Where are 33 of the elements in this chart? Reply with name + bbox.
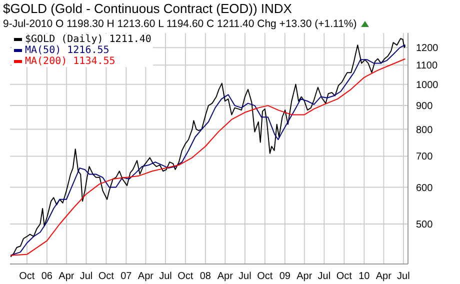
x-tick-label: Oct — [19, 271, 35, 282]
y-tick-label: 500 — [416, 220, 434, 231]
y-tick-label: 700 — [416, 152, 434, 163]
x-tick-label: 08 — [200, 271, 212, 282]
x-tick-label: Apr — [296, 271, 313, 282]
legend-label: MA(200) 1134.55 — [25, 56, 116, 67]
x-tick-label: Apr — [58, 271, 75, 282]
x-tick-label: Oct — [178, 271, 194, 282]
y-tick-label: 600 — [416, 182, 434, 194]
x-tick-label: Apr — [217, 271, 234, 282]
x-tick-label: Apr — [138, 271, 154, 282]
chart-title: $GOLD (Gold - Continuous Contract (EOD)) INDX — [3, 1, 292, 16]
x-tick-label: Jul — [80, 271, 93, 282]
y-tick-label: 1000 — [416, 80, 439, 91]
x-tick-label: Oct — [336, 271, 352, 282]
x-tick-label: 10 — [358, 271, 370, 282]
x-tick-label: Oct — [257, 271, 273, 282]
y-tick-label: 800 — [416, 124, 434, 136]
x-tick-label: Jul — [397, 271, 410, 282]
y-tick-label: 1100 — [416, 60, 438, 72]
y-tick-label: 900 — [416, 101, 434, 112]
x-tick-label: 09 — [279, 271, 291, 282]
x-tick-label: Apr — [376, 271, 392, 282]
x-tick-label: 07 — [120, 271, 132, 282]
x-tick-label: Jul — [159, 271, 172, 282]
x-tick-label: Oct — [98, 271, 114, 282]
legend-label: $GOLD (Daily) 1211.40 — [25, 34, 152, 45]
x-tick-label: 06 — [41, 271, 53, 282]
legend-label: MA(50) 1216.55 — [25, 45, 110, 56]
x-tick-label: Jul — [238, 271, 252, 282]
chart-subtitle: 9-Jul-2010 O 1198.30 H 1213.60 L 1194.60 C 1211.40 Chg +13.30 (+1.11%) — [3, 18, 357, 30]
y-tick-label: 1200 — [416, 43, 439, 54]
x-tick-label: Jul — [318, 271, 331, 282]
